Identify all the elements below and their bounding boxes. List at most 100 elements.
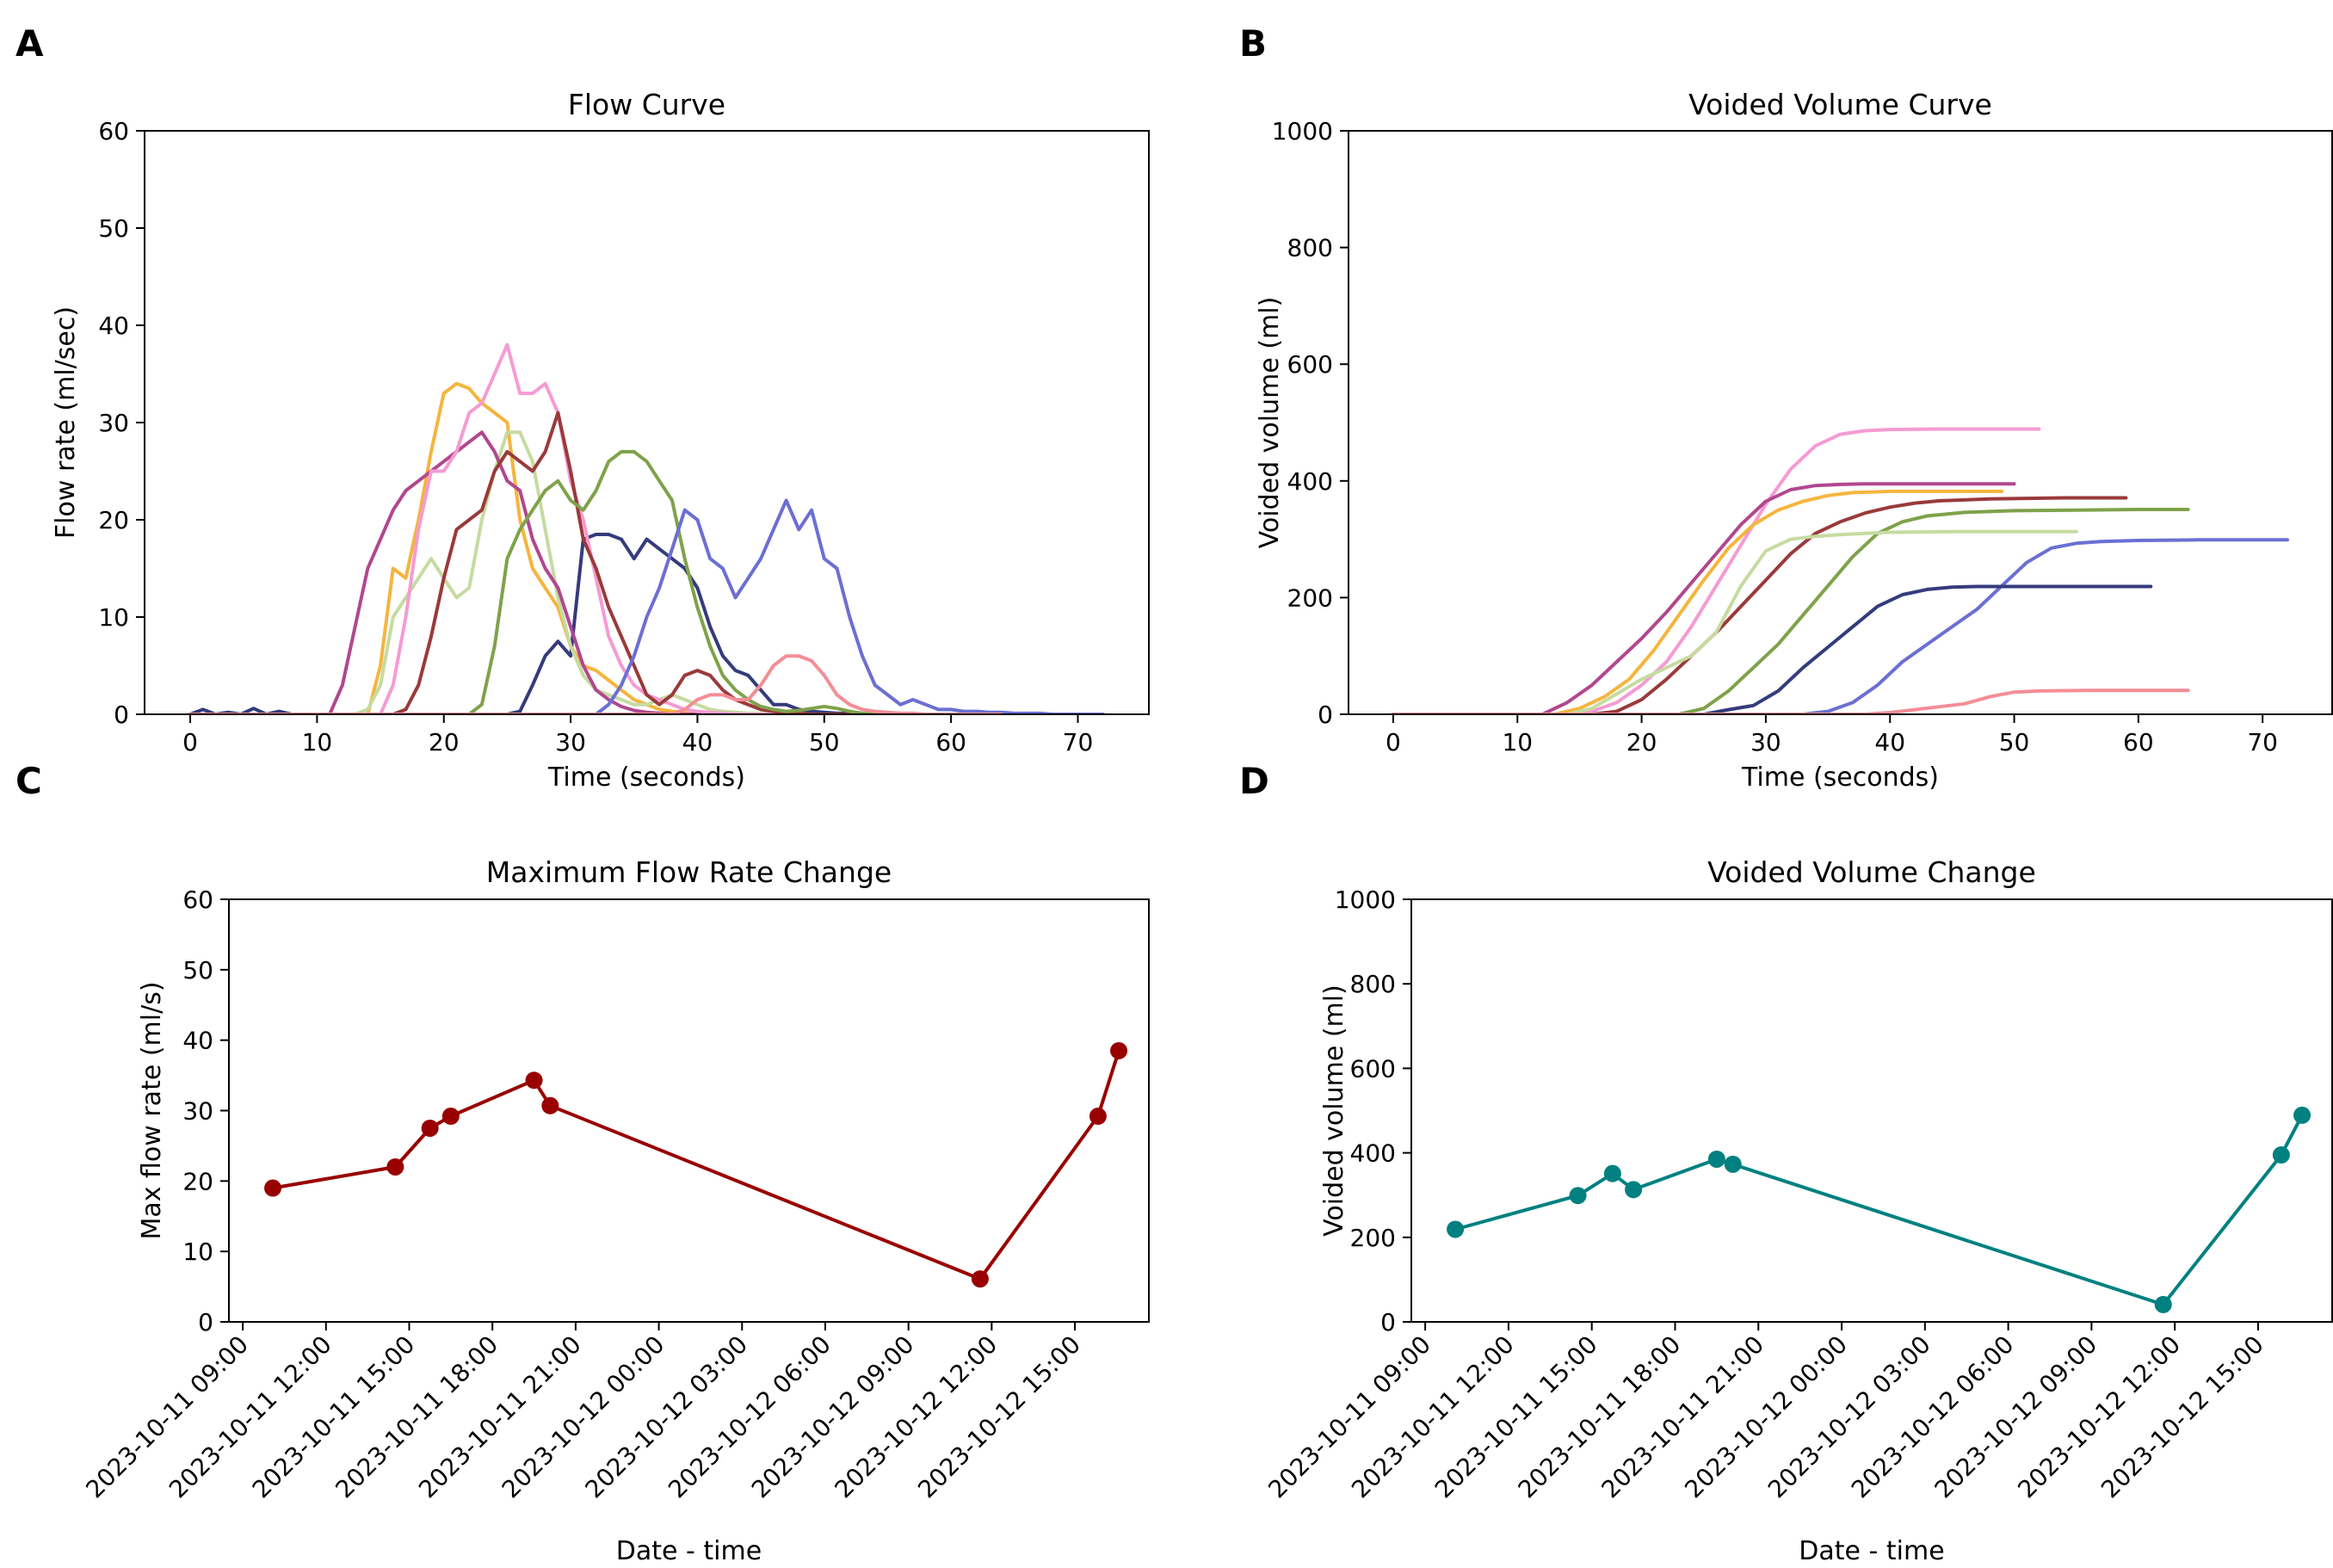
x-tick-label: 2023-10-11 09:00 (1262, 1330, 1436, 1504)
y-tick-label: 40 (98, 312, 129, 340)
data-point (1724, 1155, 1742, 1173)
y-tick-label: 800 (1287, 234, 1333, 262)
x-tick-label: 2023-10-12 06:00 (663, 1330, 836, 1504)
y-tick-label: 60 (98, 117, 129, 145)
y-tick-label: 600 (1350, 1054, 1396, 1083)
x-tick-label: 30 (555, 728, 586, 756)
data-point (441, 1108, 460, 1126)
x-tick-label: 0 (1386, 728, 1401, 756)
x-tick-label: 2023-10-12 00:00 (497, 1330, 670, 1504)
y-tick-label: 60 (182, 886, 213, 914)
x-tick-label: 20 (1626, 728, 1657, 756)
x-tick-label: 2023-10-12 06:00 (1846, 1330, 2020, 1504)
y-tick-label: 20 (98, 506, 129, 534)
panel-letter: B (1239, 22, 1267, 65)
data-point (1089, 1108, 1107, 1126)
x-tick-label: 2023-10-11 12:00 (164, 1330, 337, 1504)
data-point (386, 1157, 404, 1176)
series-line-salmon (1392, 688, 2190, 714)
x-tick-label: 2023-10-12 03:00 (1762, 1330, 1936, 1504)
y-axis-label: Voided volume (ml) (1319, 985, 1349, 1237)
data-point (1447, 1220, 1465, 1238)
x-tick-label: 2023-10-12 15:00 (2095, 1330, 2269, 1504)
series-line-dark-red (1392, 496, 2128, 714)
series-line-olive-green (1392, 508, 2190, 714)
x-tick-label: 60 (935, 728, 966, 756)
data-point (2272, 1146, 2290, 1164)
y-tick-label: 20 (182, 1167, 213, 1195)
x-tick-label: 2023-10-11 21:00 (413, 1330, 587, 1504)
x-tick-label: 20 (429, 728, 460, 756)
axes-frame (1348, 130, 2333, 715)
x-tick-label: 60 (2123, 728, 2154, 756)
series-line-yellow-orange (1392, 490, 2004, 714)
x-tick-label: 30 (1750, 728, 1781, 756)
data-point (264, 1179, 282, 1197)
x-tick-label: 2023-10-11 15:00 (247, 1330, 421, 1504)
x-tick-label: 2023-10-11 18:00 (330, 1330, 503, 1504)
panel-letter: D (1239, 760, 1269, 802)
chart-panel-a: A Flow Curve 0 10 20 30 40 50 60 0 10 20 30 40 50 60 70 T… (15, 22, 1150, 793)
plot-area (264, 1041, 1128, 1288)
x-tick-label: 2023-10-11 12:00 (1346, 1330, 1520, 1504)
data-point (1110, 1041, 1128, 1059)
y-tick-label: 10 (98, 603, 129, 632)
data-point (421, 1119, 439, 1137)
x-tick-label: 2023-10-11 09:00 (80, 1330, 254, 1504)
x-tick-label: 40 (1874, 728, 1905, 756)
panel-letter: A (15, 22, 44, 65)
series-line-salmon (188, 654, 1004, 714)
series-line-yellow-orange (188, 381, 826, 714)
series-line-pink (188, 343, 852, 714)
y-tick-label: 400 (1287, 467, 1333, 496)
chart-title: Maximum Flow Rate Change (486, 855, 892, 889)
y-tick-label: 800 (1350, 970, 1396, 998)
y-tick-label: 0 (1318, 701, 1333, 729)
y-tick-label: 30 (98, 409, 129, 437)
y-axis-label: Flow rate (ml/sec) (51, 306, 81, 539)
chart-panel-d: D Voided Volume Change 0 200 400 600 800 1000 20… (1239, 760, 2333, 1566)
x-tick-label: 2023-10-12 09:00 (746, 1330, 920, 1504)
data-point (2293, 1106, 2311, 1124)
y-tick-label: 10 (182, 1238, 213, 1266)
plot-area (188, 343, 1105, 714)
x-tick-label: 10 (302, 728, 333, 756)
x-tick-label: 70 (2247, 728, 2278, 756)
y-tick-label: 1000 (1272, 117, 1333, 145)
data-point (1707, 1150, 1725, 1168)
data-point (1625, 1181, 1643, 1199)
chart-title: Flow Curve (568, 88, 725, 121)
plot-area (1447, 1106, 2311, 1313)
x-tick-label: 70 (1063, 728, 1094, 756)
axes-frame (144, 130, 1150, 715)
chart-panel-c: C Maximum Flow Rate Change 0 10 20 30 40 50 60 20… (15, 760, 1150, 1566)
chart-title: Voided Volume Curve (1688, 88, 1992, 121)
x-tick-label: 0 (182, 728, 198, 756)
y-tick-label: 600 (1287, 350, 1333, 379)
x-tick-label: 50 (809, 728, 840, 756)
series-line-blue-violet (1392, 538, 2289, 714)
panel-letter: C (15, 760, 42, 802)
series-line-blue-violet (188, 498, 1105, 714)
x-tick-label: 2023-10-12 12:00 (830, 1330, 1003, 1504)
x-axis-label: Date - time (616, 1536, 762, 1566)
y-axis-label: Max flow rate (ml/s) (137, 981, 167, 1239)
x-tick-label: 40 (682, 728, 713, 756)
x-tick-label: 50 (1999, 728, 2030, 756)
x-tick-label: 10 (1502, 728, 1533, 756)
x-axis-label: Time (seconds) (1741, 762, 1939, 793)
y-tick-label: 50 (98, 214, 129, 243)
chart-panel-b: B Voided Volume Curve 0 200 400 600 800 1000 0 10… (1239, 22, 2333, 793)
series-line-navy (1392, 584, 2153, 714)
x-axis-label: Time (seconds) (547, 762, 745, 793)
x-tick-label: 2023-10-12 09:00 (1929, 1330, 2103, 1504)
series-line-navy (188, 533, 966, 714)
x-tick-label: 2023-10-11 15:00 (1429, 1330, 1603, 1504)
data-point (1569, 1187, 1587, 1205)
y-tick-label: 30 (182, 1097, 213, 1126)
y-tick-label: 40 (182, 1027, 213, 1055)
series-line-light-green (1392, 529, 2078, 714)
y-tick-label: 0 (1380, 1308, 1396, 1337)
data-point (971, 1270, 989, 1288)
